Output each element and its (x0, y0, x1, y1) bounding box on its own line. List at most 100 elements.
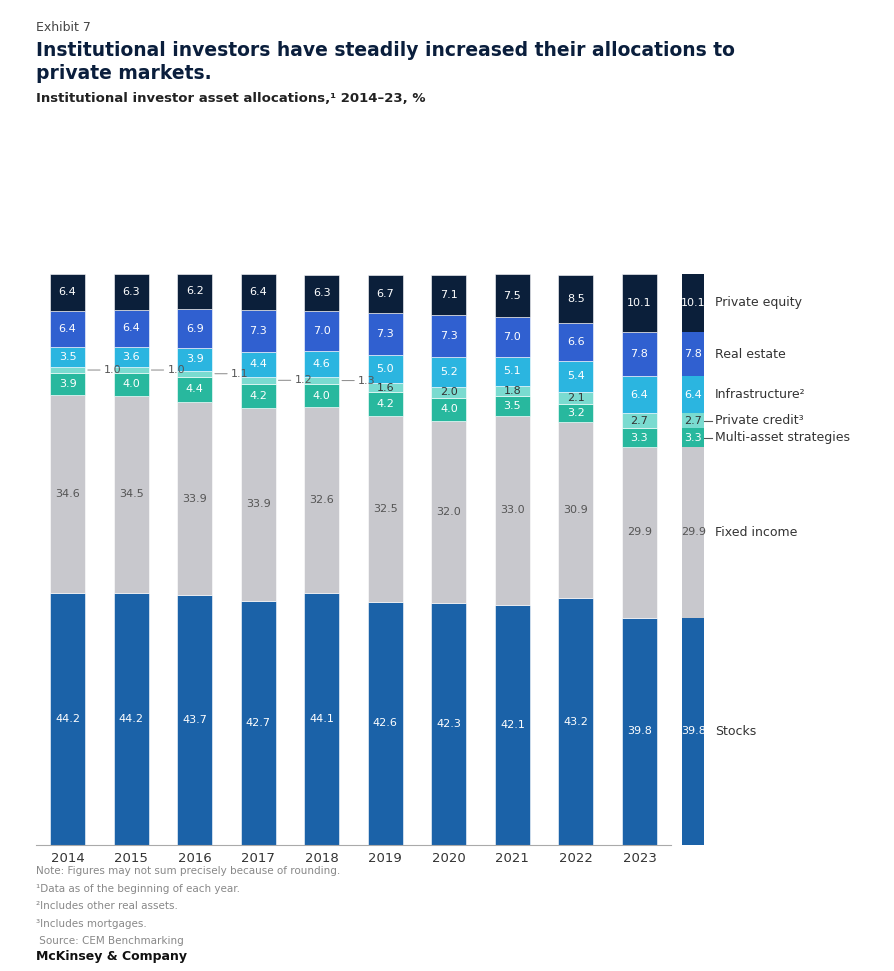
Text: 42.3: 42.3 (436, 720, 460, 729)
Bar (50, 395, 85, 592)
Text: 33.9: 33.9 (246, 499, 270, 510)
Bar (621, 618, 656, 845)
Text: Private equity: Private equity (714, 296, 801, 310)
Bar (367, 384, 402, 392)
Text: 34.5: 34.5 (119, 489, 143, 499)
Bar (177, 274, 212, 309)
Bar (240, 408, 275, 601)
Text: 6.4: 6.4 (684, 389, 701, 399)
Bar (50, 367, 85, 373)
Bar (494, 274, 529, 317)
Text: 6.4: 6.4 (59, 324, 76, 334)
Bar (558, 422, 593, 598)
Text: ³Includes mortgages.: ³Includes mortgages. (36, 919, 147, 928)
Text: 6.4: 6.4 (59, 287, 76, 297)
Bar (621, 428, 656, 447)
Text: 7.1: 7.1 (440, 290, 457, 300)
Bar (114, 367, 148, 373)
Text: 44.2: 44.2 (55, 714, 80, 723)
Text: 7.3: 7.3 (440, 331, 457, 341)
Bar (177, 309, 212, 349)
Text: 43.7: 43.7 (182, 715, 207, 725)
Text: Fixed income: Fixed income (714, 526, 797, 539)
Text: 7.8: 7.8 (630, 349, 647, 359)
Text: 4.4: 4.4 (249, 359, 266, 369)
Bar (621, 413, 656, 428)
Text: 7.5: 7.5 (503, 290, 520, 301)
Text: Infrastructure²: Infrastructure² (714, 388, 805, 401)
Bar (304, 311, 339, 351)
Bar (621, 274, 656, 332)
Text: 33.0: 33.0 (500, 505, 524, 516)
Bar (367, 354, 402, 384)
Text: 4.0: 4.0 (440, 404, 457, 415)
Bar (431, 386, 466, 398)
Text: 10.1: 10.1 (627, 298, 651, 308)
Text: Note: Figures may not sum precisely because of rounding.: Note: Figures may not sum precisely beca… (36, 866, 340, 876)
Bar (240, 310, 275, 352)
Bar (621, 332, 656, 377)
Text: 43.2: 43.2 (563, 717, 587, 726)
Bar (304, 351, 339, 377)
Bar (431, 420, 466, 603)
Text: 1.0: 1.0 (167, 365, 185, 375)
Text: 7.8: 7.8 (684, 349, 701, 359)
Text: 3.5: 3.5 (503, 401, 520, 412)
Text: 6.2: 6.2 (186, 286, 203, 296)
Text: 39.8: 39.8 (680, 726, 704, 736)
Bar (621, 377, 656, 413)
Text: 6.3: 6.3 (313, 287, 330, 298)
Text: Institutional investor asset allocations,¹ 2014–23, %: Institutional investor asset allocations… (36, 92, 425, 105)
Bar (177, 349, 212, 371)
Text: 6.9: 6.9 (186, 323, 203, 334)
Bar (558, 598, 593, 845)
Bar (240, 352, 275, 377)
Text: 1.6: 1.6 (376, 383, 393, 392)
Text: 10.1: 10.1 (680, 298, 704, 308)
Bar (114, 373, 148, 396)
Text: 6.7: 6.7 (376, 288, 393, 299)
Text: 4.2: 4.2 (249, 390, 266, 401)
Bar (240, 384, 275, 408)
Text: 1.1: 1.1 (231, 369, 249, 379)
Text: 7.3: 7.3 (249, 326, 266, 336)
Text: 3.5: 3.5 (59, 352, 76, 362)
Bar (558, 275, 593, 323)
Text: 3.6: 3.6 (122, 352, 139, 362)
Text: 3.3: 3.3 (684, 433, 701, 443)
Bar (367, 392, 402, 417)
Text: 4.2: 4.2 (376, 399, 393, 409)
Bar (558, 404, 593, 422)
Bar (240, 377, 275, 384)
Text: 6.4: 6.4 (122, 323, 139, 333)
Text: 3.2: 3.2 (567, 408, 584, 418)
Text: 7.0: 7.0 (503, 332, 520, 342)
Text: Private credit³: Private credit³ (714, 414, 803, 427)
Bar (240, 601, 275, 845)
Text: 3.9: 3.9 (59, 379, 76, 389)
Text: Real estate: Real estate (714, 348, 785, 360)
Text: 44.1: 44.1 (309, 714, 333, 724)
Bar (494, 605, 529, 845)
Text: 4.0: 4.0 (122, 380, 139, 389)
Bar (558, 391, 593, 404)
Text: 4.4: 4.4 (186, 385, 203, 394)
Text: 2.7: 2.7 (684, 416, 701, 425)
Text: 39.8: 39.8 (627, 726, 651, 736)
Bar (304, 407, 339, 593)
Text: ²Includes other real assets.: ²Includes other real assets. (36, 901, 178, 911)
Text: 5.0: 5.0 (376, 364, 393, 374)
Bar (304, 385, 339, 407)
Text: 29.9: 29.9 (627, 527, 651, 537)
Text: Multi-asset strategies: Multi-asset strategies (714, 431, 849, 444)
Text: McKinsey & Company: McKinsey & Company (36, 950, 187, 962)
Text: 44.2: 44.2 (119, 714, 143, 723)
Text: Institutional investors have steadily increased their allocations to: Institutional investors have steadily in… (36, 41, 734, 60)
Bar (177, 377, 212, 402)
Bar (494, 317, 529, 357)
Text: private markets.: private markets. (36, 64, 211, 84)
Bar (240, 274, 275, 310)
Bar (367, 417, 402, 602)
Text: 4.0: 4.0 (313, 390, 330, 401)
Bar (367, 602, 402, 845)
